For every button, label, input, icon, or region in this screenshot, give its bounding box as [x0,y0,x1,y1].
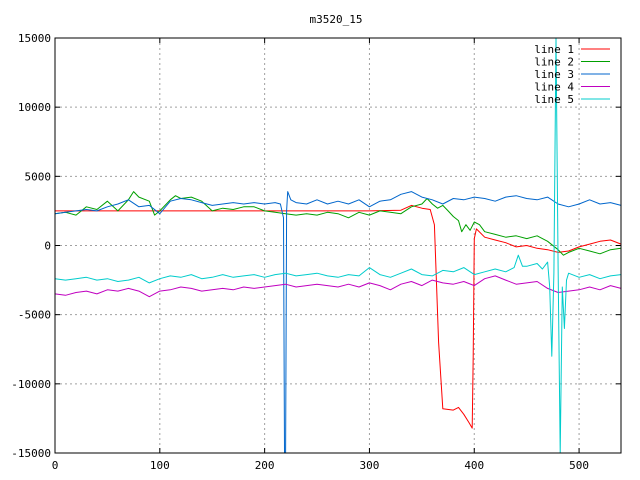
y-tick-label: -5000 [18,309,51,322]
legend-label: line 4 [534,81,574,94]
x-tick-label: 200 [255,459,275,472]
series-line-2 [54,191,622,256]
x-tick-label: 300 [360,459,380,472]
legend-label: line 3 [534,68,574,81]
y-tick-label: -15000 [11,447,51,460]
y-tick-label: 10000 [18,101,51,114]
series-line-4 [54,275,622,298]
series-group [54,37,622,454]
chart-title: m3520_15 [310,13,363,26]
y-tick-label: -10000 [11,378,51,391]
legend-label: line 5 [534,93,574,106]
x-axis: 0 100 200 300 400 500 [52,38,589,472]
x-tick-label: 400 [464,459,484,472]
series-line-3 [54,191,622,454]
series-line-5 [54,37,622,454]
series-line-1 [55,204,622,429]
y-tick-label: 5000 [25,170,52,183]
y-tick-label: 0 [44,240,51,253]
y-axis: -15000 -10000 -5000 0 5000 10000 15000 [11,32,621,460]
y-tick-label: 15000 [18,32,51,45]
x-tick-label: 500 [569,459,589,472]
x-tick-label: 0 [52,459,59,472]
x-tick-label: 100 [150,459,170,472]
legend-label: line 2 [534,56,574,69]
legend-label: line 1 [534,43,574,56]
